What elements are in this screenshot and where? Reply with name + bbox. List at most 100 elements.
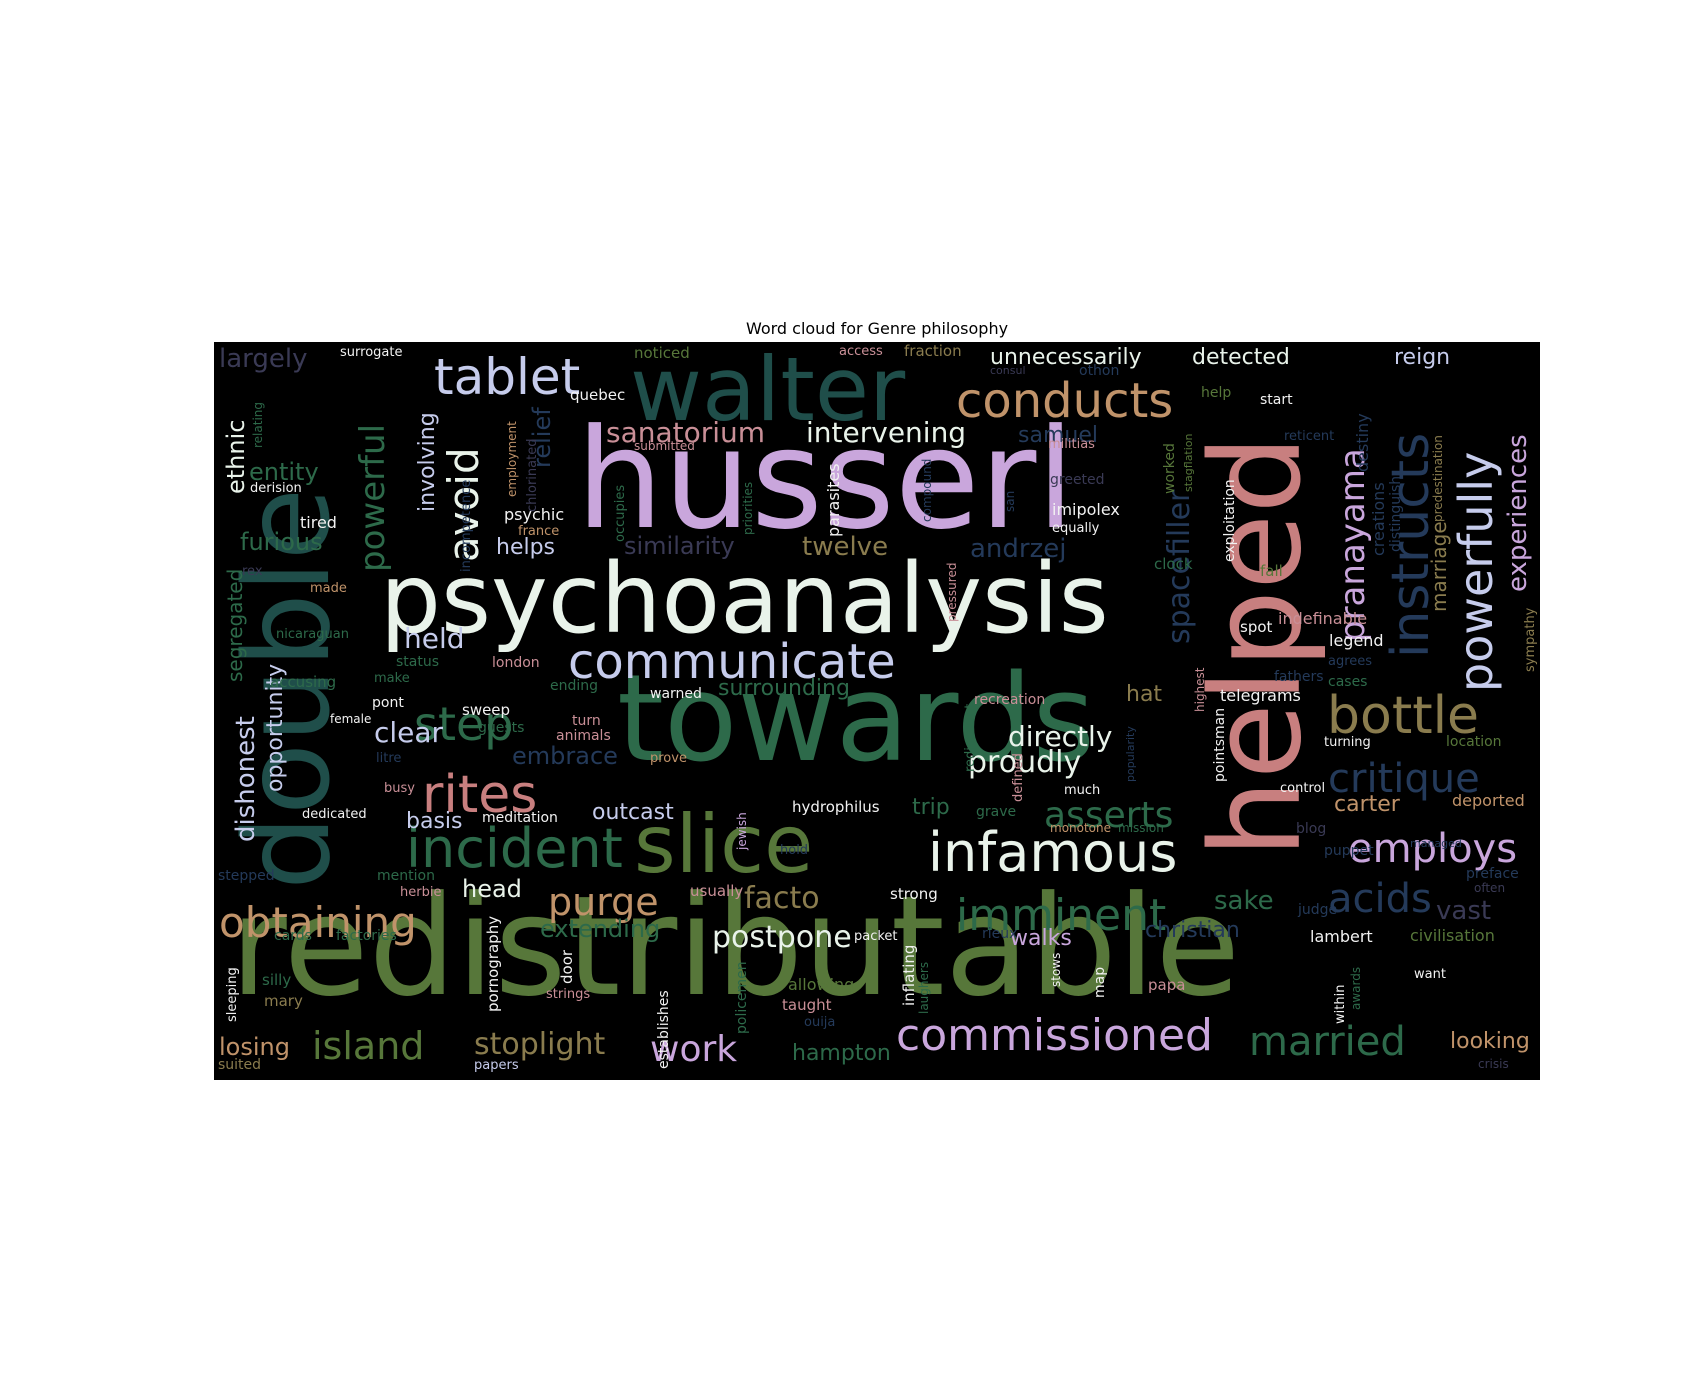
word-establishes: establishes <box>656 990 672 1069</box>
word-awards: awards <box>1349 967 1363 1010</box>
word-looking: looking <box>1450 1029 1530 1054</box>
word-managed: managed <box>1410 837 1462 850</box>
word-unnecessarily: unnecessarily <box>990 345 1142 370</box>
word-laughers: laughers <box>917 962 931 1014</box>
word-imminent: imminent <box>956 890 1166 941</box>
word-commissioned: commissioned <box>896 1010 1213 1061</box>
word-litre: litre <box>376 751 401 766</box>
word-obtaining: obtaining <box>219 898 417 947</box>
word-help: help <box>1201 385 1231 401</box>
word-avoid: avoid <box>439 447 488 562</box>
word-andrzej: andrzej <box>970 534 1066 564</box>
word-factories: factories <box>336 928 397 944</box>
word-towards: towards <box>617 650 1095 789</box>
word-step: step <box>414 697 514 751</box>
word-inflating: inflating <box>900 945 918 1006</box>
word-tablet: tablet <box>434 348 580 406</box>
word-lambert: lambert <box>1310 927 1373 946</box>
word-exploitation: exploitation <box>1222 479 1238 562</box>
chart-title: Word cloud for Genre philosophy <box>745 319 1009 338</box>
word-noticed: noticed <box>634 344 690 362</box>
word-relating: relating <box>251 402 265 448</box>
word-start: start <box>1260 392 1293 408</box>
word-access: access <box>839 344 883 359</box>
word-postpone: postpone <box>712 920 852 955</box>
word-quebec: quebec <box>570 386 625 404</box>
word-derision: derision <box>250 481 302 496</box>
word-made: made <box>310 581 347 596</box>
word-dishonest: dishonest <box>231 716 261 842</box>
word-sweep: sweep <box>462 701 510 719</box>
word-similarity: similarity <box>624 532 735 560</box>
word-reticent: reticent <box>1284 429 1334 444</box>
word-entity: entity <box>249 458 319 486</box>
word-spacefiller: spacefiller <box>1162 489 1197 644</box>
word-walter: walter <box>630 342 906 441</box>
word-psychoanalysis: psychoanalysis <box>380 543 1109 655</box>
word-largely: largely <box>219 344 308 374</box>
word-monotone: monotone <box>1050 821 1111 835</box>
word-within: within <box>1333 985 1348 1024</box>
word-mission: mission <box>1118 821 1164 835</box>
word-make: make <box>374 671 410 686</box>
word-rieux: rieux <box>982 926 1017 942</box>
word-employment: employment <box>505 421 519 497</box>
word-mary: mary <box>264 992 303 1010</box>
word-fall: fall <box>1260 562 1283 580</box>
word-greeted: greeted <box>1050 472 1105 488</box>
word-sanatorium: sanatorium <box>606 416 765 449</box>
word-stows: stows <box>1049 953 1063 987</box>
word-clear: clear <box>374 716 444 749</box>
word-critique: critique <box>1328 756 1480 802</box>
word-map: map <box>1092 967 1108 998</box>
word-incompetence: incompetence <box>459 480 474 572</box>
word-hat: hat <box>1126 682 1162 707</box>
word-christian: christian <box>1145 918 1240 943</box>
word-stoplight: stoplight <box>474 1027 606 1062</box>
word-intervening: intervening <box>806 416 966 449</box>
word-imipolex: imipolex <box>1052 500 1120 519</box>
word-legend: legend <box>1329 631 1384 650</box>
word-pressured: pressured <box>945 563 959 622</box>
word-usually: usually <box>690 882 743 900</box>
word-warned: warned <box>650 686 702 702</box>
word-ouija: ouija <box>804 1015 835 1030</box>
word-slice: slice <box>634 798 813 891</box>
word-tired: tired <box>300 513 337 532</box>
word-ethnic: ethnic <box>222 420 250 494</box>
word-animals: animals <box>556 728 611 744</box>
word-marriage: marriage <box>1427 521 1451 612</box>
word-status: status <box>396 654 439 670</box>
word-popularity: popularity <box>1124 726 1137 782</box>
word-recreation: recreation <box>974 692 1045 708</box>
word-pont: pont <box>372 695 404 711</box>
word-embrace: embrace <box>512 742 618 770</box>
word-preface: preface <box>1466 866 1519 882</box>
word-proudly: proudly <box>968 745 1081 780</box>
word-purge: purge <box>548 880 659 924</box>
word-walks: walks <box>1010 926 1072 951</box>
word-jewish: jewish <box>735 812 749 851</box>
word-pornography: pornography <box>484 916 502 1012</box>
word-sake: sake <box>1214 886 1274 916</box>
word-island: island <box>312 1024 424 1068</box>
word-rex: rex <box>242 564 263 579</box>
word-powerful: powerful <box>353 424 393 572</box>
word-want: want <box>1414 967 1446 982</box>
word-ending: ending <box>550 678 598 694</box>
word-husserl: husserl <box>576 399 1075 560</box>
word-communicate: communicate <box>568 634 896 690</box>
word-spot: spot <box>1240 618 1273 636</box>
word-directly: directly <box>1008 720 1112 753</box>
word-cases: cases <box>1328 674 1367 690</box>
word-surrogate: surrogate <box>340 345 402 360</box>
word-guests: guests <box>478 720 524 736</box>
word-double: double <box>218 488 356 890</box>
word-france: france <box>518 524 559 539</box>
word-experiences: experiences <box>1503 434 1533 592</box>
word-packet: packet <box>854 929 898 944</box>
word-fraction: fraction <box>904 342 962 360</box>
word-telegrams: telegrams <box>1220 686 1301 705</box>
word-hydrophilus: hydrophilus <box>792 798 880 816</box>
word-stagflation: stagflation <box>1182 433 1195 492</box>
